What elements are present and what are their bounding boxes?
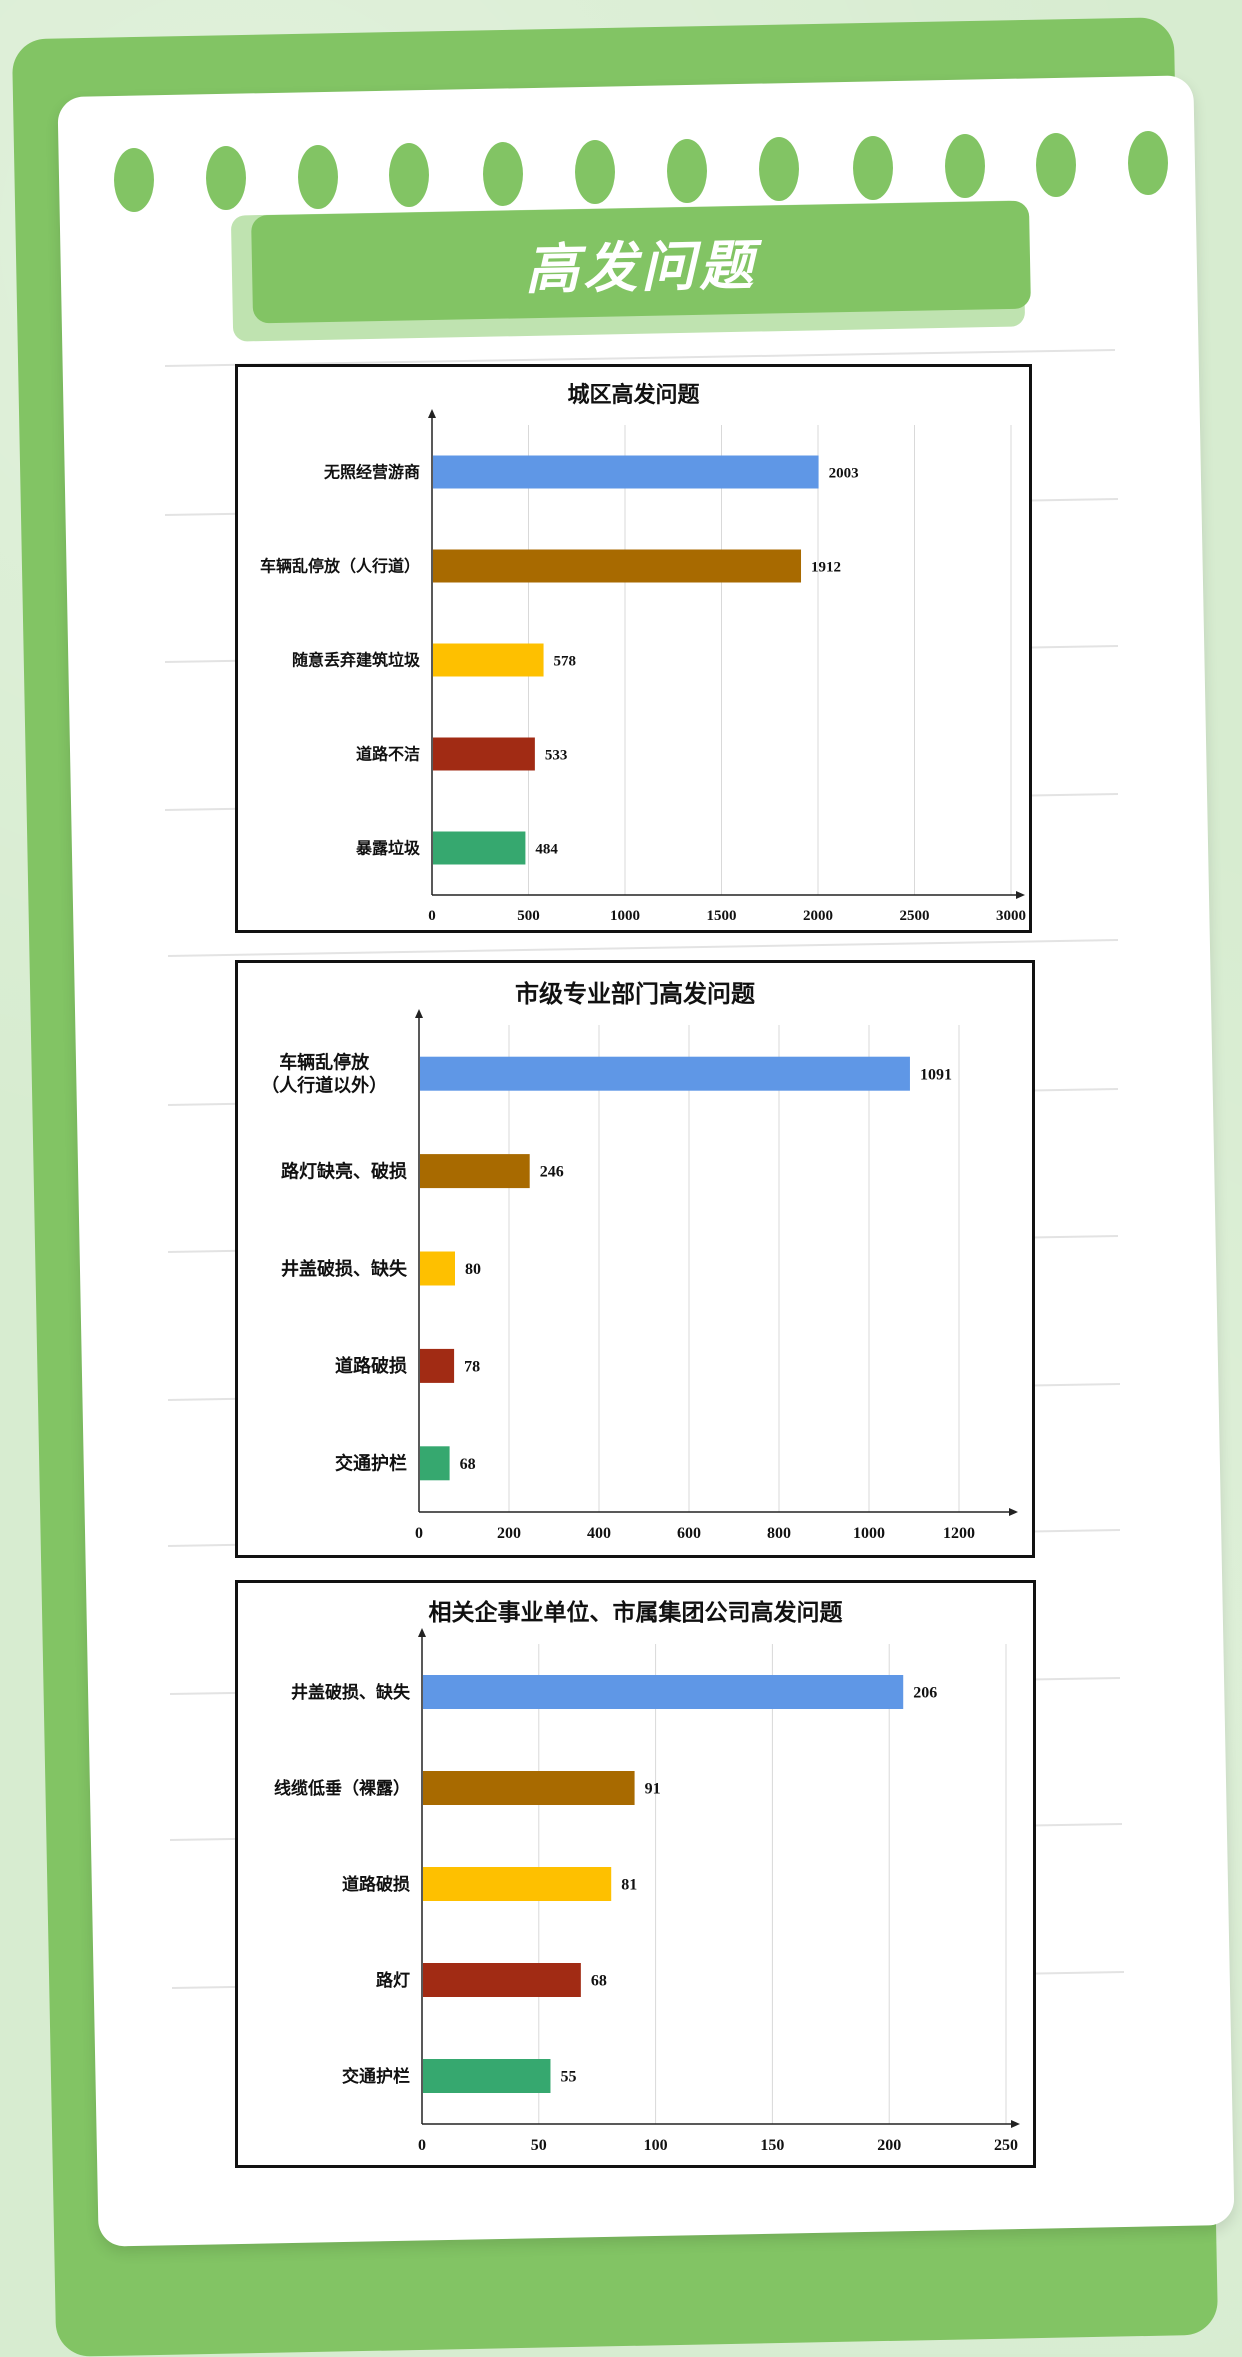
data-label: 80 xyxy=(465,1261,481,1278)
x-tick-label: 600 xyxy=(677,1525,701,1542)
data-label: 206 xyxy=(913,1685,937,1702)
binder-hole xyxy=(945,134,985,198)
data-label: 1912 xyxy=(811,559,841,575)
bar xyxy=(423,2059,551,2093)
category-label: 无照经营游商 xyxy=(323,463,420,482)
data-label: 81 xyxy=(621,1877,637,1894)
data-label: 1091 xyxy=(920,1066,952,1083)
x-tick-label: 200 xyxy=(497,1525,521,1542)
x-tick-label: 1000 xyxy=(853,1525,885,1542)
category-label: 暴露垃圾 xyxy=(355,839,421,858)
y-axis-arrow xyxy=(418,1628,426,1637)
binder-hole xyxy=(298,145,338,209)
binder-hole xyxy=(483,142,523,206)
chart-svg: 0 200 400 600 800 1000 1200 1091 车辆乱停放（人行道以外） 246… xyxy=(261,1009,1018,1542)
bar xyxy=(433,549,802,583)
bar xyxy=(423,1963,581,1997)
x-tick-label: 0 xyxy=(418,2137,426,2154)
chart-panel-district: 城区高发问题 0 500 1000 1500 2000 2500 3000 2003 无照经营游… xyxy=(235,364,1032,933)
x-tick-label: 250 xyxy=(994,2137,1018,2154)
title-banner: 高发问题 xyxy=(251,200,1031,324)
binder-hole xyxy=(114,148,154,212)
binder-hole xyxy=(853,136,893,200)
category-label: 道路破损 xyxy=(342,1874,410,1895)
data-label: 578 xyxy=(554,653,577,669)
chart-panel-municipal: 市级专业部门高发问题 0 200 400 600 800 1000 1200 1091 车辆乱停… xyxy=(235,960,1035,1558)
binder-hole xyxy=(575,140,615,204)
category-label: 交通护栏 xyxy=(342,2066,410,2087)
x-tick-label: 0 xyxy=(428,908,436,924)
category-label: 路灯缺亮、破损 xyxy=(281,1160,407,1182)
data-label: 91 xyxy=(645,1781,661,1798)
x-tick-label: 3000 xyxy=(996,908,1026,924)
bar xyxy=(420,1446,450,1481)
data-label: 533 xyxy=(545,747,568,763)
binder-hole xyxy=(759,137,799,201)
x-tick-label: 500 xyxy=(517,908,540,924)
data-label: 246 xyxy=(540,1164,564,1181)
bar xyxy=(420,1154,530,1189)
y-axis-arrow xyxy=(428,409,436,418)
binder-hole xyxy=(1128,131,1168,195)
category-label: 井盖破损、缺失 xyxy=(291,1682,411,1703)
bar xyxy=(423,1867,612,1901)
binder-hole xyxy=(389,143,429,207)
x-tick-label: 0 xyxy=(415,1525,423,1542)
bar xyxy=(433,643,544,677)
data-label: 55 xyxy=(560,2069,576,2086)
chart-svg: 0 50 100 150 200 250 206 井盖破损、缺失 91 线缆低垂（裸露） 81 道路破… xyxy=(274,1628,1020,2154)
y-axis-arrow xyxy=(415,1009,423,1018)
bar xyxy=(420,1251,455,1286)
category-label: 车辆乱停放（人行道） xyxy=(260,557,420,576)
category-label: 车辆乱停放（人行道以外） xyxy=(261,1051,387,1096)
chart-title: 城区高发问题 xyxy=(567,383,700,408)
bar xyxy=(420,1348,455,1383)
x-tick-label: 100 xyxy=(644,2137,668,2154)
x-tick-label: 1200 xyxy=(943,1525,975,1542)
category-label: 线缆低垂（裸露） xyxy=(274,1778,410,1799)
chart-title: 相关企事业单位、市属集团公司高发问题 xyxy=(428,1600,843,1626)
category-label: 道路不洁 xyxy=(356,745,420,764)
x-tick-label: 800 xyxy=(767,1525,791,1542)
binder-hole xyxy=(206,146,246,210)
data-label: 78 xyxy=(464,1359,480,1376)
chart-svg: 0 500 1000 1500 2000 2500 3000 2003 无照经营游商 1912 车辆… xyxy=(260,409,1026,924)
category-label: 路灯 xyxy=(376,1970,410,1991)
bar xyxy=(420,1056,910,1091)
x-tick-label: 200 xyxy=(877,2137,901,2154)
x-axis-arrow xyxy=(1009,1508,1018,1516)
x-axis-arrow xyxy=(1016,891,1025,899)
category-label: 随意丢弃建筑垃圾 xyxy=(292,651,421,670)
x-axis-arrow xyxy=(1011,2120,1020,2128)
x-tick-label: 400 xyxy=(587,1525,611,1542)
x-tick-label: 1000 xyxy=(610,908,640,924)
bar xyxy=(423,1675,904,1709)
chart-panel-enterprise: 相关企事业单位、市属集团公司高发问题 0 50 100 150 200 250 206 井盖破… xyxy=(235,1580,1036,2168)
data-label: 68 xyxy=(460,1456,476,1473)
x-tick-label: 1500 xyxy=(707,908,737,924)
page-title: 高发问题 xyxy=(524,233,758,301)
category-label: 井盖破损、缺失 xyxy=(281,1258,408,1280)
category-label: 交通护栏 xyxy=(335,1453,407,1475)
bar xyxy=(433,737,535,771)
binder-hole xyxy=(1036,133,1076,197)
bar xyxy=(433,831,526,865)
data-label: 484 xyxy=(535,841,558,857)
x-tick-label: 2000 xyxy=(803,908,833,924)
category-label: 道路破损 xyxy=(335,1355,407,1377)
x-tick-label: 150 xyxy=(760,2137,784,2154)
x-tick-label: 2500 xyxy=(900,908,930,924)
x-tick-label: 50 xyxy=(531,2137,547,2154)
data-label: 2003 xyxy=(829,465,859,481)
chart-title: 市级专业部门高发问题 xyxy=(515,980,755,1008)
binder-hole xyxy=(667,139,707,203)
data-label: 68 xyxy=(591,1973,607,1990)
bar xyxy=(423,1771,635,1805)
bar xyxy=(433,455,819,489)
